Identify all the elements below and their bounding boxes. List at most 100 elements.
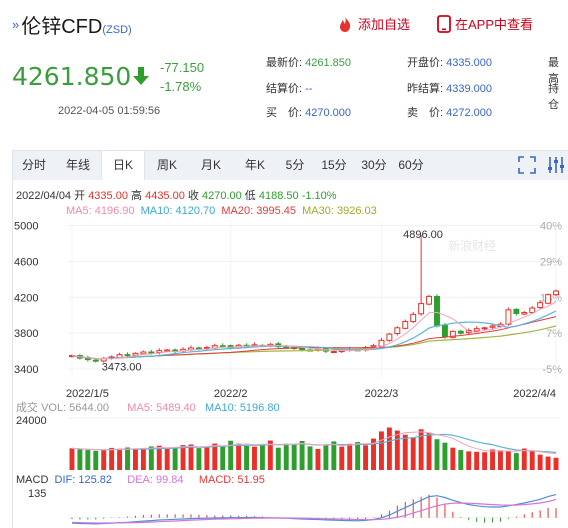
- volume-bar: [228, 440, 234, 470]
- candle-body: [481, 327, 488, 330]
- candle-body: [505, 309, 512, 325]
- volume-bar: [180, 445, 186, 470]
- candle-body: [513, 308, 520, 314]
- volume-title: 成交: [16, 402, 38, 414]
- double-chevron-icon: »: [12, 17, 20, 32]
- volume-bar: [498, 450, 503, 470]
- date-tick-label: 2022/4/4: [513, 388, 556, 400]
- volume-bar: [434, 439, 440, 470]
- volume-bar: [236, 443, 242, 470]
- tab-30min[interactable]: 30分: [361, 158, 387, 172]
- volume-bar: [196, 448, 202, 470]
- macd-title: MACD: [16, 474, 49, 486]
- tab-intraday[interactable]: 分时: [21, 158, 46, 172]
- bid-label: 买 价:: [266, 107, 303, 119]
- candle-body: [473, 328, 480, 332]
- candle-body: [418, 303, 425, 315]
- ohlc-legend: 2022/04/04 开 4335.00 高 4435.00 收 4270.00…: [16, 187, 337, 203]
- add-watchlist-button[interactable]: 添加自选: [336, 14, 410, 33]
- volume-bar: [458, 450, 464, 470]
- down-arrow-icon: [133, 67, 149, 85]
- volume-bar: [101, 450, 107, 470]
- volume-bar: [244, 445, 250, 470]
- volume-bar: [505, 451, 511, 470]
- ma30-label: MA30: 3926.03: [302, 205, 377, 217]
- open-interest-field: 持仓: [548, 80, 568, 112]
- latest-price-field: 最新价: 4261.850: [266, 54, 351, 70]
- volume-bar: [378, 431, 384, 470]
- candle-body: [124, 354, 131, 357]
- ohlc-open-label: 开: [74, 190, 86, 202]
- change-percent: -1.78%: [160, 79, 202, 94]
- candle-body: [441, 324, 448, 338]
- price-tick-label: 3400: [14, 364, 38, 376]
- volume-bar: [418, 429, 424, 470]
- volume-bar: [93, 450, 99, 470]
- quote-timestamp: 2022-04-05 01:59:56: [58, 105, 161, 117]
- open-value: 4335.000: [446, 57, 493, 69]
- price-tick-label: 4200: [14, 292, 38, 304]
- volume-bar: [394, 430, 400, 470]
- change-value: -77.150: [160, 60, 205, 75]
- settle-label: 结算价:: [266, 83, 303, 95]
- volume-bar: [307, 446, 313, 470]
- volume-bar: [275, 447, 281, 470]
- volume-bar: [347, 443, 353, 470]
- tab-year-line[interactable]: 年线: [65, 158, 90, 172]
- volume-tick-label: 24000: [16, 415, 47, 427]
- volume-bar: [402, 434, 408, 470]
- volume-bar: [355, 442, 361, 470]
- open-app-button[interactable]: 在APP中查看: [437, 14, 533, 33]
- tab-60min[interactable]: 60分: [398, 158, 424, 172]
- candle-body: [521, 312, 528, 315]
- volume-bar: [188, 444, 194, 470]
- macd-tick-label: 135: [28, 488, 46, 500]
- instrument-code: (ZSD): [102, 24, 132, 36]
- ask-label: 卖 价:: [407, 107, 444, 119]
- tab-daily-k[interactable]: 日K: [101, 151, 145, 180]
- ohlc-pct: -1.10%: [301, 190, 337, 202]
- volume-bar: [109, 447, 115, 470]
- candle-body: [370, 345, 377, 348]
- macd-legend: MACD DIF: 125.82 DEA: 99.84 MACD: 51.95: [16, 474, 265, 486]
- tab-5min[interactable]: 5分: [285, 158, 305, 172]
- macd-hist-label: MACD: 51.95: [198, 474, 265, 486]
- ohlc-low: 4188.50: [258, 190, 299, 202]
- ohlc-close: 4270.00: [201, 190, 242, 202]
- volume-ma5-line: [71, 431, 557, 455]
- instrument-title: » 伦锌CFD(ZSD): [12, 10, 132, 39]
- volume-bar: [69, 448, 75, 470]
- tab-monthly-k[interactable]: 月K: [200, 158, 221, 172]
- pct-tick-label: 40%: [540, 221, 562, 233]
- candle-body: [92, 359, 99, 362]
- candle-body: [457, 330, 464, 334]
- latest-label: 最新价:: [266, 57, 303, 69]
- settle-value: --: [305, 83, 313, 95]
- pct-tick-label: -5%: [542, 364, 562, 376]
- ma10-label: MA10: 4120.70: [140, 205, 216, 217]
- last-price: 4261.850: [12, 62, 132, 91]
- candle-body: [402, 321, 409, 329]
- settings-sliders-icon[interactable]: [546, 155, 566, 175]
- prev-settle-field: 昨结算: 4339.000: [407, 80, 492, 96]
- volume-bar: [267, 440, 273, 470]
- volume-bar: [537, 454, 543, 470]
- price-tick-label: 3800: [14, 328, 38, 340]
- tab-15min[interactable]: 15分: [321, 158, 347, 172]
- volume-bar: [148, 446, 154, 470]
- volume-bar: [299, 440, 305, 470]
- volume-bar: [259, 444, 265, 470]
- candle-body: [148, 351, 155, 354]
- ma10-line: [71, 310, 557, 360]
- tab-weekly-k[interactable]: 周K: [156, 158, 177, 172]
- date-tick-label: 2022/3: [365, 388, 399, 400]
- fullscreen-icon[interactable]: [517, 155, 537, 175]
- tab-yearly-k[interactable]: 年K: [244, 158, 265, 172]
- date-tick-label: 2022/1/5: [66, 388, 109, 400]
- volume-bar: [220, 446, 226, 470]
- volume-bar: [545, 456, 551, 470]
- volume-bar: [117, 448, 123, 470]
- volume-bar: [426, 432, 432, 470]
- price-tick-label: 5000: [14, 221, 38, 233]
